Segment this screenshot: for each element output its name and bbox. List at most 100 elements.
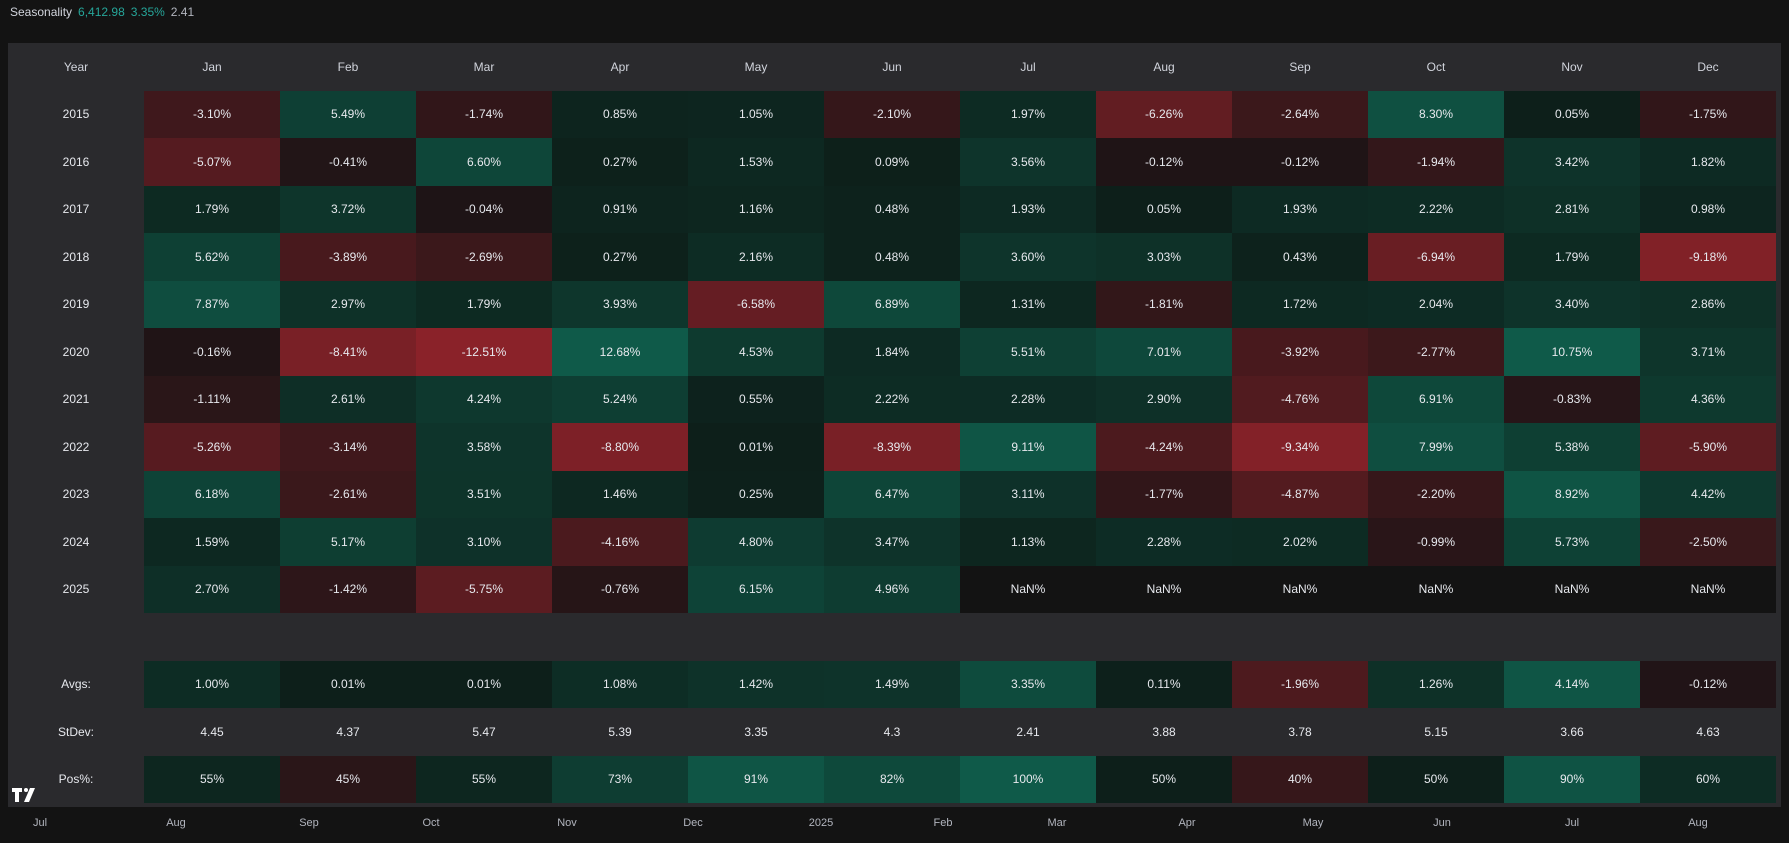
spacer-cell [960, 613, 1096, 661]
stats-cell: 60% [1640, 755, 1776, 803]
return-cell: 0.48% [824, 185, 960, 233]
stats-cell: 90% [1504, 755, 1640, 803]
return-cell: 2.97% [280, 280, 416, 328]
stats-cell: 1.00% [144, 660, 280, 708]
stats-cell: -0.12% [1640, 660, 1776, 708]
stats-cell: 1.08% [552, 660, 688, 708]
return-cell: 4.42% [1640, 470, 1776, 518]
return-cell: 1.79% [1504, 233, 1640, 281]
stats-cell: 1.42% [688, 660, 824, 708]
time-axis[interactable]: Jul Aug Sep Oct Nov Dec 2025 Feb Mar Apr May Jun Jul… [0, 815, 1789, 835]
month-header: Apr [552, 43, 688, 91]
return-cell: 0.85% [552, 90, 688, 138]
stats-row: Pos%: 55% 45% 55% 73% 91% 82% 100% 50% 40% 50% 90% 6… [8, 755, 1776, 803]
return-cell: -5.75% [416, 565, 552, 613]
spacer-cell [552, 613, 688, 661]
year-label: 2019 [8, 280, 144, 328]
header-row: Year Jan Feb Mar Apr May Jun Jul Aug Sep Oct Nov Dec [8, 43, 1776, 91]
stats-cell: 4.37 [280, 708, 416, 756]
return-cell: 2.02% [1232, 518, 1368, 566]
return-cell: 3.42% [1504, 138, 1640, 186]
return-cell: 7.87% [144, 280, 280, 328]
return-cell: -2.10% [824, 90, 960, 138]
return-cell: 6.15% [688, 565, 824, 613]
return-cell: 1.72% [1232, 280, 1368, 328]
time-axis-label: May [1302, 817, 1324, 829]
month-header: Dec [1640, 43, 1776, 91]
return-cell: 0.91% [552, 185, 688, 233]
return-cell: -2.69% [416, 233, 552, 281]
return-cell: -4.76% [1232, 375, 1368, 423]
return-cell: 3.60% [960, 233, 1096, 281]
time-axis-label: Aug [1688, 817, 1708, 829]
return-cell: 4.24% [416, 375, 552, 423]
stats-cell: 55% [144, 755, 280, 803]
year-label: 2025 [8, 565, 144, 613]
stats-label: StDev: [8, 708, 144, 756]
stats-cell: 50% [1368, 755, 1504, 803]
time-axis-label: Jul [32, 817, 48, 829]
return-cell: 0.25% [688, 470, 824, 518]
stats-cell: 82% [824, 755, 960, 803]
return-cell: 1.93% [1232, 185, 1368, 233]
return-cell: 0.09% [824, 138, 960, 186]
month-header: Feb [280, 43, 416, 91]
return-cell: 5.73% [1504, 518, 1640, 566]
spacer-cell [1368, 613, 1504, 661]
spacer-cell [824, 613, 960, 661]
indicator-extra: 2.41 [170, 5, 195, 19]
return-cell: 7.99% [1368, 423, 1504, 471]
return-cell: 2.61% [280, 375, 416, 423]
year-label: 2021 [8, 375, 144, 423]
stats-cell: 4.63 [1640, 708, 1776, 756]
return-cell: NaN% [1640, 565, 1776, 613]
return-cell: 4.80% [688, 518, 824, 566]
stats-cell: 0.01% [280, 660, 416, 708]
return-cell: 3.71% [1640, 328, 1776, 376]
time-axis-label: Sep [299, 817, 319, 829]
return-cell: 2.90% [1096, 375, 1232, 423]
return-cell: 1.05% [688, 90, 824, 138]
return-cell: 12.68% [552, 328, 688, 376]
stats-cell: 3.35 [688, 708, 824, 756]
indicator-title[interactable]: Seasonality [10, 5, 73, 19]
month-header: Aug [1096, 43, 1232, 91]
return-cell: -0.04% [416, 185, 552, 233]
return-cell: 7.01% [1096, 328, 1232, 376]
return-cell: 1.31% [960, 280, 1096, 328]
month-header: Jul [960, 43, 1096, 91]
return-cell: 0.43% [1232, 233, 1368, 281]
stats-cell: 100% [960, 755, 1096, 803]
return-cell: 2.28% [960, 375, 1096, 423]
return-cell: NaN% [960, 565, 1096, 613]
return-cell: -1.77% [1096, 470, 1232, 518]
tradingview-logo-icon[interactable] [12, 786, 38, 802]
return-cell: 5.17% [280, 518, 416, 566]
month-header: Sep [1232, 43, 1368, 91]
return-cell: 3.47% [824, 518, 960, 566]
return-cell: -1.11% [144, 375, 280, 423]
return-cell: -1.81% [1096, 280, 1232, 328]
stats-cell: 4.3 [824, 708, 960, 756]
return-cell: NaN% [1232, 565, 1368, 613]
return-cell: 2.70% [144, 565, 280, 613]
seasonality-table: Year Jan Feb Mar Apr May Jun Jul Aug Sep Oct Nov Dec… [8, 43, 1776, 803]
spacer-cell [1232, 613, 1368, 661]
return-cell: -4.87% [1232, 470, 1368, 518]
stats-cell: 0.11% [1096, 660, 1232, 708]
indicator-legend[interactable]: Seasonality 6,412.98 3.35% 2.41 [10, 4, 194, 20]
return-cell: 4.96% [824, 565, 960, 613]
stats-cell: 2.41 [960, 708, 1096, 756]
return-cell: -0.16% [144, 328, 280, 376]
return-cell: 2.28% [1096, 518, 1232, 566]
return-cell: -6.94% [1368, 233, 1504, 281]
return-cell: 1.59% [144, 518, 280, 566]
return-cell: 6.47% [824, 470, 960, 518]
stats-cell: 40% [1232, 755, 1368, 803]
return-cell: -3.89% [280, 233, 416, 281]
return-cell: 6.89% [824, 280, 960, 328]
return-cell: -2.64% [1232, 90, 1368, 138]
stats-cell: 5.39 [552, 708, 688, 756]
year-label: 2022 [8, 423, 144, 471]
return-cell: 5.51% [960, 328, 1096, 376]
